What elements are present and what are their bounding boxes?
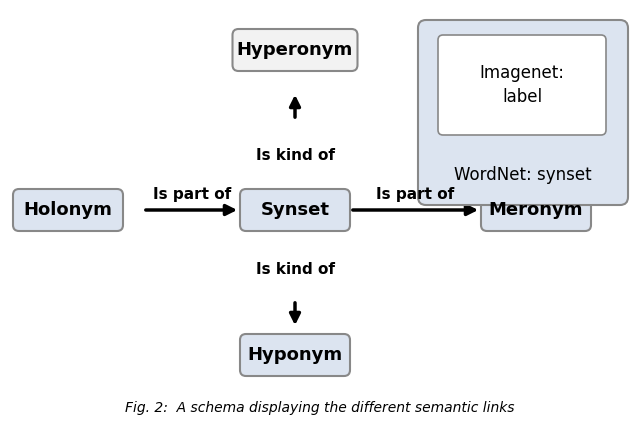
Text: Synset: Synset <box>260 201 330 219</box>
Text: WordNet: synset: WordNet: synset <box>454 166 592 184</box>
FancyBboxPatch shape <box>481 189 591 231</box>
Text: Hyperonym: Hyperonym <box>237 41 353 59</box>
FancyBboxPatch shape <box>232 29 358 71</box>
FancyBboxPatch shape <box>438 35 606 135</box>
Text: Fig. 2:  A schema displaying the different semantic links: Fig. 2: A schema displaying the differen… <box>125 401 515 415</box>
Text: Imagenet:
label: Imagenet: label <box>479 63 564 106</box>
Text: Is part of: Is part of <box>376 187 454 201</box>
FancyBboxPatch shape <box>240 334 350 376</box>
FancyBboxPatch shape <box>418 20 628 205</box>
FancyBboxPatch shape <box>240 189 350 231</box>
Text: Meronym: Meronym <box>489 201 583 219</box>
Text: Is kind of: Is kind of <box>255 262 335 278</box>
Text: Is part of: Is part of <box>153 187 231 201</box>
Text: Holonym: Holonym <box>24 201 113 219</box>
Text: Hyponym: Hyponym <box>248 346 342 364</box>
FancyBboxPatch shape <box>13 189 123 231</box>
Text: Is kind of: Is kind of <box>255 148 335 162</box>
